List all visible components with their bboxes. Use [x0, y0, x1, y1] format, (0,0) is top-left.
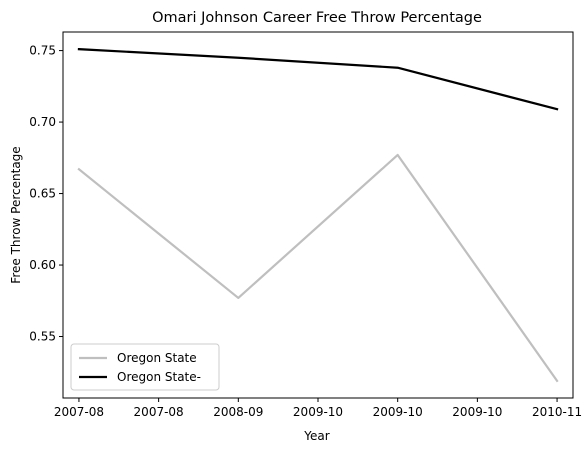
series-layer — [77, 48, 559, 383]
y-tick-label: 0.75 — [29, 44, 56, 58]
x-tick-label: 2008-09 — [213, 405, 263, 419]
x-tick-label: 2009-10 — [373, 405, 423, 419]
series-line-0 — [77, 153, 559, 383]
legend: Oregon State Oregon State- — [70, 343, 220, 391]
y-axis-label: Free Throw Percentage — [9, 146, 23, 283]
x-tick-label: 2009-10 — [452, 405, 502, 419]
axes-layer: 2007-08 2007-08 2008-09 2009-10 2009-10 2009-… — [29, 31, 582, 419]
y-tick-label: 0.60 — [29, 258, 56, 272]
legend-box — [70, 343, 220, 391]
x-tick-label: 2007-08 — [54, 405, 104, 419]
y-tick-label: 0.70 — [29, 115, 56, 129]
x-axis-label: Year — [303, 429, 329, 443]
legend-label-0: Oregon State — [117, 351, 197, 365]
legend-label-1: Oregon State- — [117, 370, 201, 384]
y-tick-label: 0.65 — [29, 187, 56, 201]
x-tick-label: 2009-10 — [293, 405, 343, 419]
x-tick-label: 2007-08 — [134, 405, 184, 419]
chart-title: Omari Johnson Career Free Throw Percenta… — [152, 10, 482, 26]
series-line-1 — [77, 48, 559, 111]
y-tick-label: 0.55 — [29, 330, 56, 344]
x-tick-label: 2010-11 — [532, 405, 582, 419]
